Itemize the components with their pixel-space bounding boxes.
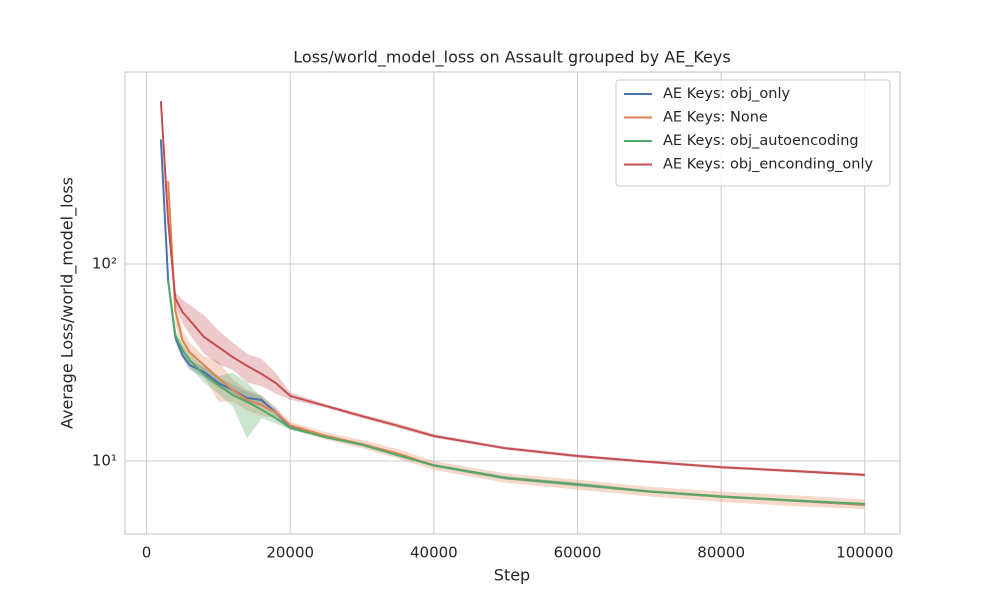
legend-label: AE Keys: obj_enconding_only [663,157,873,173]
y-tick-label: 10¹ [92,452,117,470]
legend-label: AE Keys: obj_only [663,86,790,102]
x-tick-label: 100000 [836,544,893,562]
legend-label: AE Keys: obj_autoencoding [663,133,859,149]
chart-title: Loss/world_model_loss on Assault grouped… [293,48,730,68]
x-axis-label: Step [494,566,530,585]
x-tick-label: 20000 [266,544,314,562]
series-layer [159,101,865,510]
y-tick-label: 10² [92,255,117,273]
legend-label: AE Keys: None [663,110,768,126]
x-tick-label: 80000 [697,544,745,562]
x-tick-label: 0 [142,544,152,562]
plot-frame [124,71,901,535]
series-line [167,279,865,505]
x-tick-label: 60000 [554,544,602,562]
y-axis-label: Average Loss/world_model_loss [58,177,78,429]
legend-box [615,79,891,187]
series-line [159,101,865,476]
x-tick-label: 40000 [410,544,458,562]
